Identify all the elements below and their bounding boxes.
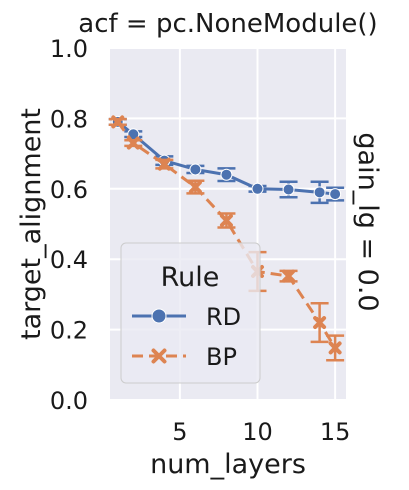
legend-marker-rd bbox=[151, 308, 167, 324]
data-point-bp bbox=[111, 115, 125, 129]
data-point-bp bbox=[282, 269, 296, 283]
x-tick-label: 15 bbox=[320, 418, 351, 446]
y-tick-label: 0.2 bbox=[50, 317, 88, 345]
legend-title: Rule bbox=[161, 262, 220, 293]
data-point-bp bbox=[328, 341, 342, 355]
data-point-rd bbox=[282, 183, 295, 196]
y-tick-label: 0.4 bbox=[50, 246, 88, 274]
data-point-rd bbox=[251, 182, 264, 195]
data-point-bp bbox=[313, 316, 327, 330]
legend-entry-bp: BP bbox=[132, 343, 237, 371]
legend-label-bp: BP bbox=[206, 343, 237, 371]
legend: Rule RD BP bbox=[120, 242, 261, 384]
row-label: gain_lg = 0.0 bbox=[352, 132, 383, 311]
legend-entries: RD BP bbox=[132, 303, 241, 371]
legend-marker-bp bbox=[151, 348, 167, 364]
legend-entry-rd: RD bbox=[132, 303, 241, 331]
y-tick-label: 0.8 bbox=[50, 105, 88, 133]
x-axis-label: num_layers bbox=[150, 449, 306, 480]
data-point-rd bbox=[220, 168, 233, 181]
data-point-bp bbox=[157, 157, 171, 171]
chart-title: acf = pc.NoneModule() bbox=[78, 9, 377, 39]
data-point-rd bbox=[189, 163, 202, 176]
data-point-rd bbox=[313, 186, 326, 199]
data-point-bp bbox=[219, 213, 233, 227]
data-point-rd bbox=[329, 188, 342, 201]
legend-frame bbox=[120, 242, 261, 384]
y-tick-label: 0.6 bbox=[50, 176, 88, 204]
legend-label-rd: RD bbox=[206, 303, 241, 331]
data-point-bp bbox=[188, 180, 202, 194]
data-point-bp bbox=[126, 136, 140, 150]
x-tick-label: 10 bbox=[242, 418, 273, 446]
series-line-bp bbox=[116, 121, 337, 349]
y-tick-label: 1.0 bbox=[50, 35, 88, 63]
y-axis-label: target_alignment bbox=[16, 108, 47, 340]
axis-layer: 5 10 15 0.0 0.2 0.4 0.6 0.8 1.0 bbox=[50, 35, 351, 446]
y-tick-label: 0.0 bbox=[50, 387, 88, 415]
x-tick-label: 5 bbox=[172, 418, 187, 446]
